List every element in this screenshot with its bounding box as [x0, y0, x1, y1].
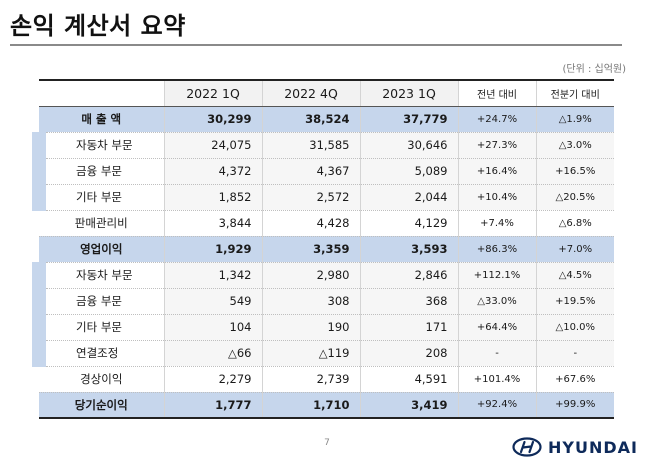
- row-label: 자동차 부문: [32, 262, 164, 289]
- cell-2022-1q: 1,777: [163, 392, 262, 419]
- hyundai-h-icon: [512, 437, 542, 457]
- cell-2022-1q: 4,372: [163, 158, 262, 185]
- cell-2023-1q: 2,044: [359, 184, 458, 211]
- logo-wordmark: HYUNDAI: [548, 437, 638, 457]
- cell-yoy: +112.1%: [457, 262, 536, 289]
- cell-2022-1q: △66: [163, 340, 262, 367]
- cell-2022-4q: 38,524: [261, 106, 360, 133]
- cell-qoq: +19.5%: [535, 288, 614, 315]
- cell-qoq: -: [535, 340, 614, 367]
- cell-2022-4q: 1,710: [261, 392, 360, 419]
- title-divider: [10, 44, 622, 46]
- cell-2023-1q: 3,419: [359, 392, 458, 419]
- cell-2023-1q: 5,089: [359, 158, 458, 185]
- cell-2023-1q: 30,646: [359, 132, 458, 159]
- cell-2022-4q: 31,585: [261, 132, 360, 159]
- table-row: 기타 부문 1,852 2,572 2,044 +10.4% △20.5%: [32, 184, 614, 211]
- cell-yoy: +10.4%: [457, 184, 536, 211]
- row-label: 판매관리비: [39, 210, 164, 237]
- header-2022-4q: 2022 4Q: [261, 79, 360, 107]
- cell-2023-1q: 2,846: [359, 262, 458, 289]
- cell-2022-4q: 308: [261, 288, 360, 315]
- cell-yoy: -: [457, 340, 536, 367]
- table-row: 금융 부문 4,372 4,367 5,089 +16.4% +16.5%: [32, 158, 614, 185]
- cell-yoy: +7.4%: [457, 210, 536, 237]
- cell-2023-1q: 4,129: [359, 210, 458, 237]
- cell-qoq: △20.5%: [535, 184, 614, 211]
- cell-yoy: +24.7%: [457, 106, 536, 133]
- table-row: 금융 부문 549 308 368 △33.0% +19.5%: [32, 288, 614, 315]
- cell-2022-1q: 1,342: [163, 262, 262, 289]
- unit-note: (단위 : 십억원): [562, 64, 626, 75]
- header-2022-1q: 2022 1Q: [163, 79, 262, 107]
- cell-qoq: △3.0%: [535, 132, 614, 159]
- table-row: 경상이익 2,279 2,739 4,591 +101.4% +67.6%: [39, 366, 614, 393]
- row-label: 당기순이익: [39, 392, 164, 419]
- income-statement-table: 2022 1Q 2022 4Q 2023 1Q 전년 대비 전분기 대비 매 출…: [32, 79, 614, 419]
- cell-2022-4q: 3,359: [261, 236, 360, 263]
- table-row: 자동차 부문 1,342 2,980 2,846 +112.1% △4.5%: [32, 262, 614, 289]
- page-number: 7: [324, 438, 330, 448]
- cell-yoy: +86.3%: [457, 236, 536, 263]
- cell-2022-1q: 30,299: [163, 106, 262, 133]
- header-qoq: 전분기 대비: [535, 79, 614, 107]
- cell-2023-1q: 3,593: [359, 236, 458, 263]
- header-yoy: 전년 대비: [457, 79, 536, 107]
- cell-2022-4q: 4,428: [261, 210, 360, 237]
- hyundai-logo: HYUNDAI: [512, 436, 638, 458]
- row-label: 기타 부문: [32, 314, 164, 341]
- row-label: 연결조정: [32, 340, 164, 367]
- row-label: 경상이익: [39, 366, 164, 393]
- row-label: 매 출 액: [39, 106, 164, 133]
- cell-2022-4q: 2,739: [261, 366, 360, 393]
- cell-qoq: +99.9%: [535, 392, 614, 419]
- cell-2022-4q: 2,980: [261, 262, 360, 289]
- cell-2022-1q: 24,075: [163, 132, 262, 159]
- cell-yoy: +16.4%: [457, 158, 536, 185]
- cell-2022-4q: 190: [261, 314, 360, 341]
- table-row: 기타 부문 104 190 171 +64.4% △10.0%: [32, 314, 614, 341]
- row-label: 금융 부문: [32, 288, 164, 315]
- cell-2023-1q: 208: [359, 340, 458, 367]
- row-label: 자동차 부문: [32, 132, 164, 159]
- table-row: 당기순이익 1,777 1,710 3,419 +92.4% +99.9%: [39, 392, 614, 419]
- cell-qoq: △6.8%: [535, 210, 614, 237]
- cell-2023-1q: 171: [359, 314, 458, 341]
- row-label: 기타 부문: [32, 184, 164, 211]
- cell-qoq: +16.5%: [535, 158, 614, 185]
- cell-2022-1q: 3,844: [163, 210, 262, 237]
- cell-yoy: +92.4%: [457, 392, 536, 419]
- page-title: 손익 계산서 요약: [10, 12, 186, 40]
- cell-yoy: +64.4%: [457, 314, 536, 341]
- cell-2022-1q: 1,852: [163, 184, 262, 211]
- cell-yoy: △33.0%: [457, 288, 536, 315]
- table-row: 매 출 액 30,299 38,524 37,779 +24.7% △1.9%: [39, 106, 614, 133]
- cell-2022-4q: 4,367: [261, 158, 360, 185]
- row-label: 금융 부문: [32, 158, 164, 185]
- cell-2022-1q: 104: [163, 314, 262, 341]
- cell-2022-1q: 1,929: [163, 236, 262, 263]
- cell-2022-4q: △119: [261, 340, 360, 367]
- table-row: 영업이익 1,929 3,359 3,593 +86.3% +7.0%: [39, 236, 614, 263]
- cell-2023-1q: 37,779: [359, 106, 458, 133]
- cell-qoq: △4.5%: [535, 262, 614, 289]
- table-row: 자동차 부문 24,075 31,585 30,646 +27.3% △3.0%: [32, 132, 614, 159]
- table-row: 판매관리비 3,844 4,428 4,129 +7.4% △6.8%: [39, 210, 614, 237]
- cell-2022-1q: 549: [163, 288, 262, 315]
- table-row: 연결조정 △66 △119 208- -: [32, 340, 614, 367]
- cell-2022-1q: 2,279: [163, 366, 262, 393]
- cell-2022-4q: 2,572: [261, 184, 360, 211]
- cell-yoy: +27.3%: [457, 132, 536, 159]
- cell-qoq: +7.0%: [535, 236, 614, 263]
- cell-qoq: △1.9%: [535, 106, 614, 133]
- cell-qoq: +67.6%: [535, 366, 614, 393]
- cell-qoq: △10.0%: [535, 314, 614, 341]
- cell-2023-1q: 368: [359, 288, 458, 315]
- row-label: 영업이익: [39, 236, 164, 263]
- cell-yoy: +101.4%: [457, 366, 536, 393]
- table-header-row: 2022 1Q 2022 4Q 2023 1Q 전년 대비 전분기 대비: [39, 79, 614, 107]
- header-2023-1q: 2023 1Q: [359, 79, 458, 107]
- cell-2023-1q: 4,591: [359, 366, 458, 393]
- header-corner: [39, 79, 164, 107]
